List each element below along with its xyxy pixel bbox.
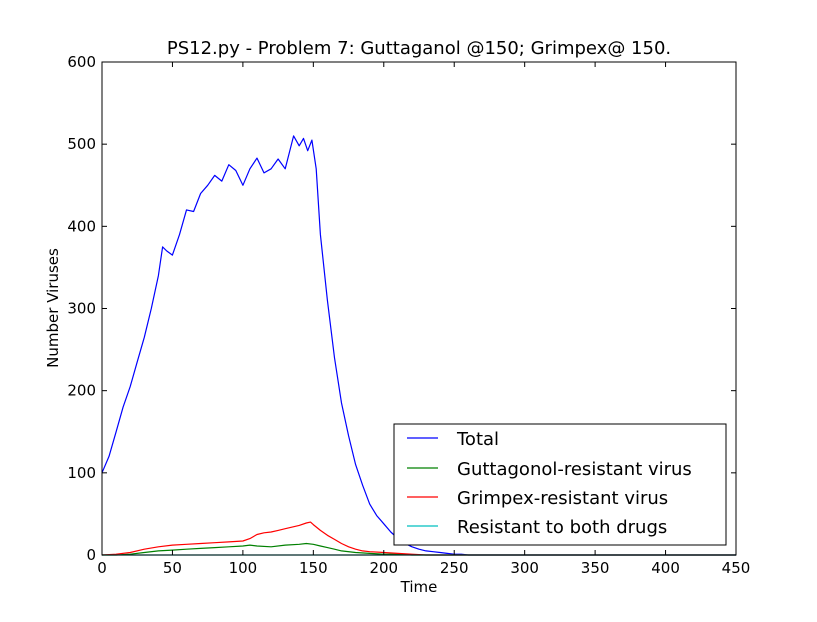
x-tick-label: 0 xyxy=(97,559,107,577)
legend-box xyxy=(393,423,727,546)
plot-frame xyxy=(101,61,737,556)
y-tick-label: 400 xyxy=(67,217,96,235)
y-tick-label: 600 xyxy=(67,53,96,71)
legend-label-guttagonol: Guttagonol-resistant virus xyxy=(457,459,692,480)
x-tick-label: 400 xyxy=(651,559,680,577)
x-axis-label: Time xyxy=(400,578,438,596)
series-line-grimpex xyxy=(101,521,736,556)
y-axis-ticks: 0 100 200 300 400 500 600 xyxy=(67,53,736,564)
series-line-guttagonol xyxy=(102,542,736,556)
x-tick-label: 200 xyxy=(369,559,398,577)
y-tick-label: 0 xyxy=(86,546,96,564)
chart-title: PS12.py - Problem 7: Guttaganol @150; Gr… xyxy=(167,38,671,59)
x-tick-label: 150 xyxy=(299,559,328,577)
y-tick-label: 300 xyxy=(67,300,96,318)
y-tick-label: 500 xyxy=(67,135,96,153)
y-axis-label: Number Viruses xyxy=(44,248,62,368)
x-tick-label: 250 xyxy=(440,559,469,577)
x-tick-label: 50 xyxy=(163,559,182,577)
legend-label-total: Total xyxy=(456,429,499,450)
legend-label-both: Resistant to both drugs xyxy=(457,517,667,538)
y-tick-label: 200 xyxy=(67,382,96,400)
x-tick-label: 450 xyxy=(722,559,751,577)
x-tick-label: 100 xyxy=(229,559,258,577)
x-tick-label: 350 xyxy=(581,559,610,577)
legend-label-grimpex: Grimpex-resistant virus xyxy=(457,488,668,509)
x-tick-label: 300 xyxy=(510,559,539,577)
legend: Total Guttagonol-resistant virus Grimpex… xyxy=(393,423,727,546)
y-tick-label: 100 xyxy=(67,464,96,482)
x-axis-ticks: 0 50 100 150 200 250 300 350 400 450 xyxy=(97,62,750,577)
